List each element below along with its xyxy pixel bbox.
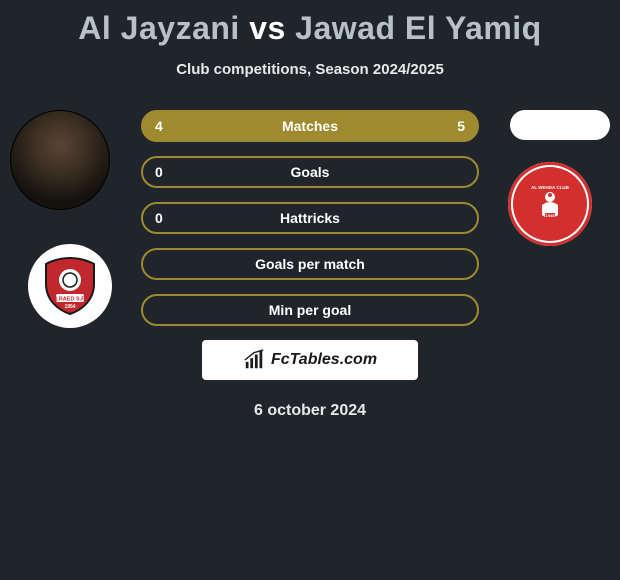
stat-bars: 4 5 Matches 0 Goals 0 Hattricks Goals per match… (141, 110, 479, 326)
comparison-title: Al Jayzani vs Jawad El Yamiq (0, 0, 620, 47)
stat-bar-row: Min per goal (141, 294, 479, 326)
bar-fill-left (143, 112, 291, 140)
stat-label: Min per goal (269, 302, 351, 318)
svg-text:AL WEHDA CLUB: AL WEHDA CLUB (531, 185, 569, 190)
stat-bar-row: 0 Hattricks (141, 202, 479, 234)
player2-name: Jawad El Yamiq (295, 10, 542, 46)
player1-club-logo: ALRAED S.FC 1954 (28, 244, 112, 328)
stat-value-left: 4 (155, 118, 163, 134)
stat-bar-row: 0 Goals (141, 156, 479, 188)
svg-text:ALRAED S.FC: ALRAED S.FC (52, 297, 89, 303)
player1-avatar (10, 110, 110, 210)
player2-club-logo: AL WEHDA CLUB 1945 (508, 162, 592, 246)
stat-label: Goals (291, 164, 330, 180)
club-shield-icon: ALRAED S.FC 1954 (38, 254, 102, 318)
content-area: ALRAED S.FC 1954 AL WEHDA CLUB 1945 4 5 Ma… (0, 110, 620, 420)
stat-label: Goals per match (255, 256, 365, 272)
club-circle-icon: AL WEHDA CLUB 1945 (525, 179, 575, 229)
stat-value-left: 0 (155, 210, 163, 226)
svg-text:1954: 1954 (64, 304, 75, 310)
chart-icon (243, 349, 265, 371)
date-text: 6 october 2024 (0, 402, 620, 420)
stat-value-left: 0 (155, 164, 163, 180)
vs-text: vs (249, 10, 286, 46)
stat-label: Matches (282, 118, 338, 134)
stat-value-right: 5 (457, 118, 465, 134)
watermark: FcTables.com (202, 340, 418, 380)
player1-name: Al Jayzani (78, 10, 240, 46)
subtitle: Club competitions, Season 2024/2025 (0, 61, 620, 78)
stat-bar-row: 4 5 Matches (141, 110, 479, 142)
watermark-text: FcTables.com (271, 351, 377, 369)
stat-label: Hattricks (280, 210, 340, 226)
player2-avatar (510, 110, 610, 140)
stat-bar-row: Goals per match (141, 248, 479, 280)
svg-text:1945: 1945 (546, 213, 556, 218)
